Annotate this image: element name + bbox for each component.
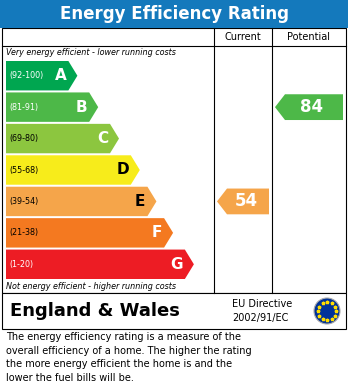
Text: (1-20): (1-20) (9, 260, 33, 269)
Bar (2, 293, 346, 329)
Text: EU Directive
2002/91/EC: EU Directive 2002/91/EC (232, 299, 292, 323)
Polygon shape (6, 124, 119, 153)
Text: (81-91): (81-91) (9, 103, 38, 112)
Text: A: A (55, 68, 66, 83)
Text: (39-54): (39-54) (9, 197, 38, 206)
Polygon shape (217, 188, 269, 214)
Text: (69-80): (69-80) (9, 134, 38, 143)
Text: Energy Efficiency Rating: Energy Efficiency Rating (60, 5, 288, 23)
Text: F: F (152, 225, 162, 240)
Polygon shape (6, 187, 157, 216)
Text: Not energy efficient - higher running costs: Not energy efficient - higher running co… (6, 282, 176, 291)
Text: The energy efficiency rating is a measure of the
overall efficiency of a home. T: The energy efficiency rating is a measur… (6, 332, 252, 383)
Text: Very energy efficient - lower running costs: Very energy efficient - lower running co… (6, 48, 176, 57)
Polygon shape (6, 155, 140, 185)
Text: C: C (97, 131, 108, 146)
Text: (21-38): (21-38) (9, 228, 38, 237)
Polygon shape (6, 61, 77, 90)
Text: 54: 54 (235, 192, 258, 210)
Circle shape (314, 298, 340, 324)
Text: B: B (76, 100, 87, 115)
Text: (92-100): (92-100) (9, 71, 43, 80)
Text: England & Wales: England & Wales (10, 302, 180, 320)
Text: Current: Current (224, 32, 261, 42)
Bar (0, 0, 348, 28)
Text: G: G (171, 257, 183, 272)
Bar (2, 28, 346, 293)
Polygon shape (6, 249, 194, 279)
Polygon shape (6, 218, 173, 248)
Polygon shape (275, 94, 343, 120)
Text: E: E (135, 194, 145, 209)
Text: Potential: Potential (287, 32, 331, 42)
Text: 84: 84 (300, 98, 324, 116)
Text: (55-68): (55-68) (9, 165, 38, 174)
Text: D: D (116, 163, 129, 178)
Polygon shape (6, 92, 98, 122)
